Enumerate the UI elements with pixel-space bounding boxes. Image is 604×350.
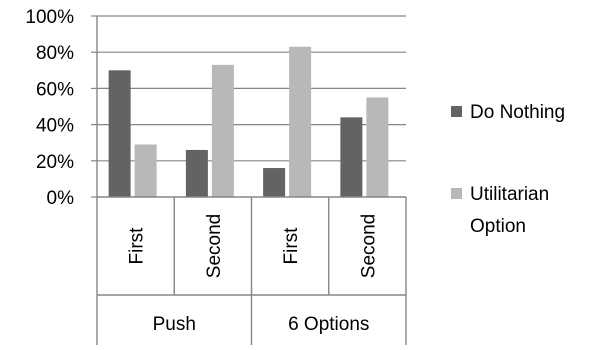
legend-label: Do Nothing xyxy=(470,102,565,123)
bars xyxy=(108,46,389,198)
category-label: Second xyxy=(358,214,379,278)
group-label: 6 Options xyxy=(288,314,369,335)
y-tick-label: 20% xyxy=(36,152,74,173)
axes xyxy=(91,15,407,345)
legend-swatch xyxy=(451,106,462,117)
group-label: Push xyxy=(153,314,196,335)
bar xyxy=(263,168,286,197)
y-tick-label: 40% xyxy=(36,116,74,137)
bar xyxy=(211,64,234,198)
bar xyxy=(185,149,208,197)
legend-label: Utilitarian Option xyxy=(470,184,549,237)
category-label: Second xyxy=(204,214,225,278)
legend[interactable]: Do Nothing Utilitarian Option xyxy=(451,102,565,237)
y-tick-label: 80% xyxy=(36,43,74,64)
category-label: First xyxy=(127,227,148,265)
bar xyxy=(134,144,157,197)
y-tick-label: 60% xyxy=(36,79,74,100)
y-tick-label: 0% xyxy=(47,188,75,209)
category-label: First xyxy=(281,227,302,265)
legend-item[interactable]: Utilitarian Option xyxy=(451,184,549,237)
legend-swatch xyxy=(451,188,462,199)
axis-labels: 0% 20% 40% 60% 80% 100% First Second Push First Se… xyxy=(25,7,379,335)
bar xyxy=(289,46,312,197)
bar xyxy=(108,70,131,197)
bar xyxy=(340,117,363,197)
legend-item[interactable]: Do Nothing xyxy=(451,102,565,123)
y-tick-label: 100% xyxy=(25,7,74,28)
bar xyxy=(366,97,389,197)
